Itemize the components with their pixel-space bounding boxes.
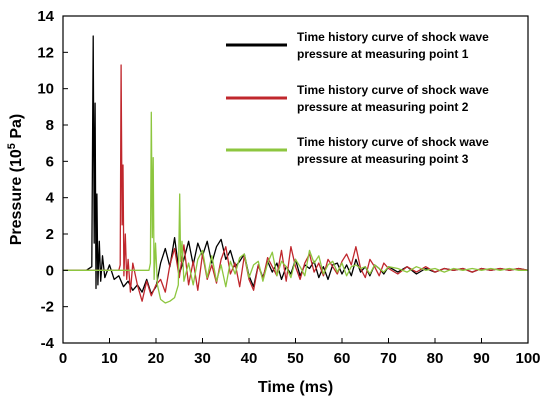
x-tick-label: 50 bbox=[287, 350, 304, 367]
x-tick-label: 40 bbox=[241, 350, 258, 367]
legend-label-1: Time history curve of shock wave bbox=[297, 30, 489, 44]
series-line-3 bbox=[63, 111, 528, 304]
x-axis-title: Time (ms) bbox=[258, 379, 333, 396]
legend-label-2: Time history curve of shock wave bbox=[297, 83, 489, 97]
legend-label-1: pressure at measuring point 1 bbox=[297, 47, 469, 61]
y-tick-label: -2 bbox=[41, 299, 54, 316]
y-tick-label: 2 bbox=[46, 226, 54, 243]
x-tick-label: 0 bbox=[59, 350, 67, 367]
plot-lines bbox=[63, 35, 529, 304]
y-tick-label: 14 bbox=[37, 8, 54, 25]
x-tick-label: 10 bbox=[101, 350, 118, 367]
legend-label-3: Time history curve of shock wave bbox=[297, 135, 489, 149]
x-tick-label: 80 bbox=[427, 350, 444, 367]
y-axis: -4 -2 0 2 4 6 8 10 12 14 bbox=[37, 8, 68, 352]
y-axis-title: Pressure (105 Pa) bbox=[6, 114, 25, 246]
x-tick-label: 20 bbox=[148, 350, 165, 367]
legend-label-2: pressure at measuring point 2 bbox=[297, 100, 469, 114]
y-tick-label: 4 bbox=[46, 190, 55, 207]
y-tick-label: -4 bbox=[41, 335, 55, 352]
x-tick-label: 100 bbox=[515, 350, 540, 367]
y-tick-label: 12 bbox=[37, 44, 54, 61]
y-tick-label: 6 bbox=[46, 153, 54, 170]
x-tick-label: 90 bbox=[473, 350, 490, 367]
y-tick-label: 8 bbox=[46, 117, 54, 134]
y-tick-label: 0 bbox=[46, 262, 54, 279]
plot-frame bbox=[62, 15, 529, 344]
legend-label-3: pressure at measuring point 3 bbox=[297, 152, 469, 166]
x-tick-label: 30 bbox=[194, 350, 211, 367]
x-axis: 0 10 20 30 40 50 60 70 80 90 100 bbox=[59, 338, 541, 367]
legend: Time history curve of shock wave pressure… bbox=[226, 30, 489, 166]
x-tick-label: 60 bbox=[334, 350, 351, 367]
series-line-1 bbox=[63, 35, 529, 295]
x-tick-label: 70 bbox=[380, 350, 397, 367]
y-tick-label: 10 bbox=[37, 81, 54, 98]
